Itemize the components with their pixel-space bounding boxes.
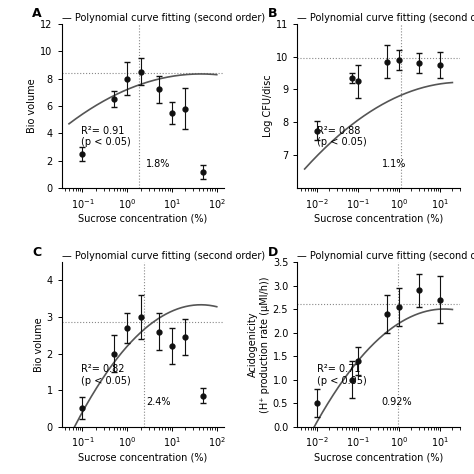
Y-axis label: Acidogenicity
(H⁺ production rate (μMl/h)): Acidogenicity (H⁺ production rate (μMl/h… [248, 276, 270, 413]
Text: R²= 0.88
(p < 0.05): R²= 0.88 (p < 0.05) [317, 126, 366, 147]
Text: — Polynomial curve fitting (second order): — Polynomial curve fitting (second order… [62, 251, 265, 261]
X-axis label: Sucrose concentration (%): Sucrose concentration (%) [314, 214, 443, 224]
Y-axis label: Log CFU/disc: Log CFU/disc [263, 74, 273, 137]
Text: R²= 0.91
(p < 0.05): R²= 0.91 (p < 0.05) [81, 126, 131, 147]
Text: — Polynomial curve fitting (second order): — Polynomial curve fitting (second order… [297, 251, 474, 261]
Y-axis label: Bio volume: Bio volume [27, 79, 37, 133]
X-axis label: Sucrose concentration (%): Sucrose concentration (%) [78, 452, 208, 462]
Text: — Polynomial curve fitting (second order): — Polynomial curve fitting (second order… [297, 13, 474, 23]
Text: C: C [32, 246, 42, 259]
Text: D: D [268, 246, 278, 259]
X-axis label: Sucrose concentration (%): Sucrose concentration (%) [78, 214, 208, 224]
Text: 1.1%: 1.1% [382, 158, 406, 169]
Text: B: B [268, 8, 277, 20]
Text: A: A [32, 8, 42, 20]
Y-axis label: Bio volume: Bio volume [34, 317, 44, 372]
Text: 2.4%: 2.4% [146, 397, 171, 407]
Text: — Polynomial curve fitting (second order): — Polynomial curve fitting (second order… [62, 13, 265, 23]
Text: R²= 0.82
(p < 0.05): R²= 0.82 (p < 0.05) [81, 364, 131, 386]
Text: 0.92%: 0.92% [382, 397, 412, 407]
Text: R²= 0.71
(p < 0.05): R²= 0.71 (p < 0.05) [317, 364, 366, 386]
X-axis label: Sucrose concentration (%): Sucrose concentration (%) [314, 452, 443, 462]
Text: 1.8%: 1.8% [146, 158, 171, 169]
